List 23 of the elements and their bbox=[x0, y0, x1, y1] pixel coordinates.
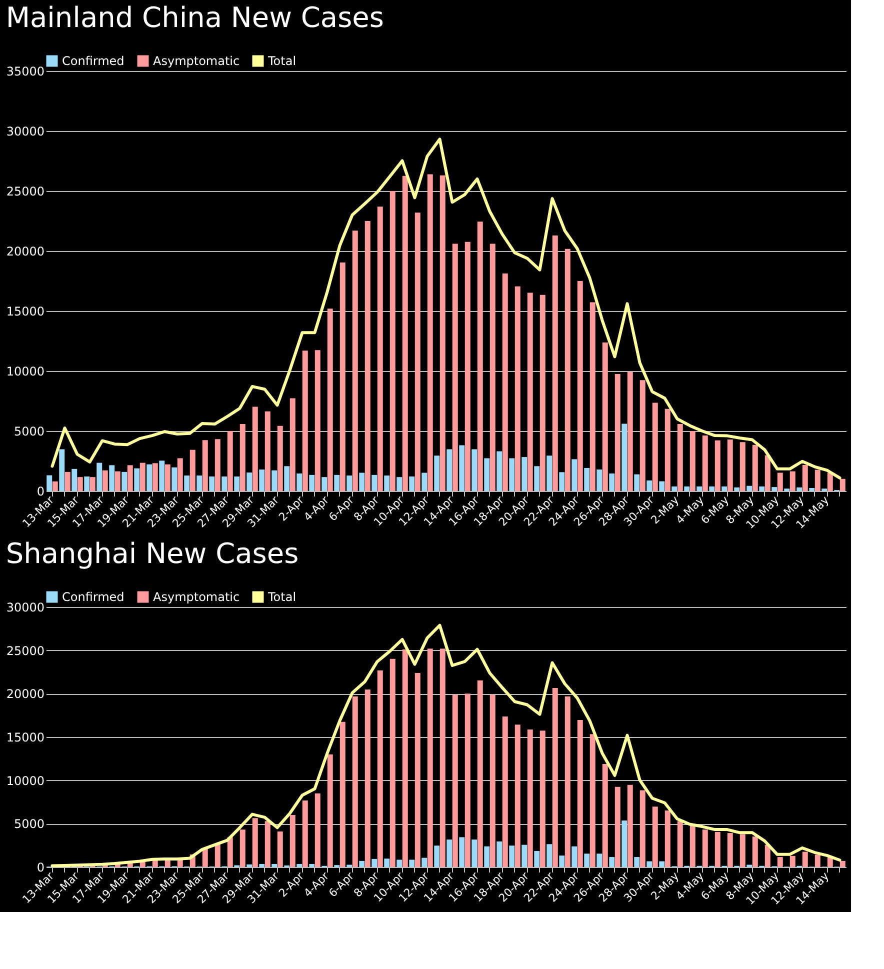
legend-label: Asymptomatic bbox=[153, 54, 240, 68]
y-tick-label: 35000 bbox=[6, 64, 44, 78]
y-tick-label: 25000 bbox=[6, 644, 44, 658]
y-tick-label: 0 bbox=[36, 860, 44, 874]
y-tick-label: 25000 bbox=[6, 184, 44, 198]
y-tick-label: 30000 bbox=[6, 124, 44, 138]
legend-label: Asymptomatic bbox=[153, 590, 240, 604]
legend-label: Total bbox=[267, 54, 296, 68]
y-tick-label: 5000 bbox=[14, 424, 44, 438]
legend-label: Total bbox=[267, 590, 296, 604]
y-tick-label: 5000 bbox=[14, 817, 44, 832]
y-tick-label: 20000 bbox=[6, 244, 44, 258]
y-tick-label: 10000 bbox=[6, 774, 44, 788]
y-tick-label: 30000 bbox=[6, 600, 44, 614]
y-tick-label: 0 bbox=[36, 484, 44, 498]
y-tick-label: 15000 bbox=[6, 730, 44, 744]
legend-label: Confirmed bbox=[62, 590, 124, 604]
y-tick-label: 15000 bbox=[6, 304, 44, 318]
chart-title: Shanghai New Cases bbox=[6, 537, 299, 570]
y-tick-label: 10000 bbox=[6, 364, 44, 378]
chart-title: Mainland China New Cases bbox=[6, 1, 384, 34]
legend-label: Confirmed bbox=[62, 54, 124, 68]
y-tick-label: 20000 bbox=[6, 687, 44, 702]
